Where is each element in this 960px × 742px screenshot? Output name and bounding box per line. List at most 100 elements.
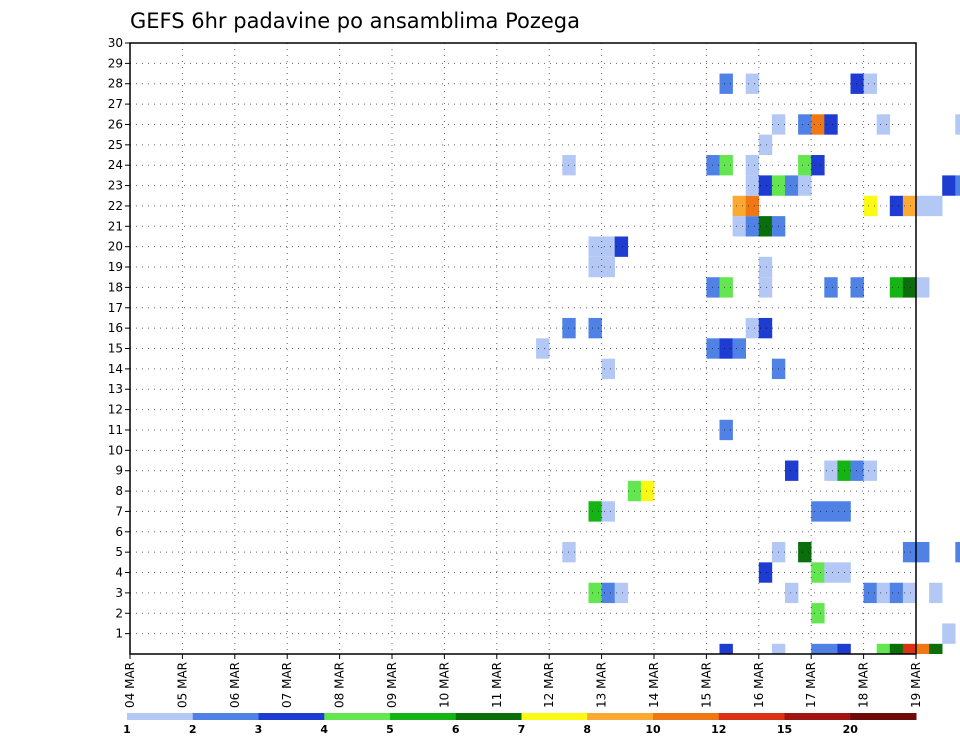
legend-swatch <box>718 713 785 720</box>
x-tick-label: 16 MAR <box>752 662 766 708</box>
heatmap-cell <box>902 195 917 217</box>
y-tick-label: 22 <box>108 199 123 213</box>
heatmap-cell <box>588 582 602 604</box>
y-tick-label: 11 <box>108 423 123 437</box>
heatmap-cell <box>824 460 838 481</box>
x-tick-label: 10 MAR <box>437 662 451 708</box>
heatmap-cell <box>588 256 602 278</box>
heatmap-cell <box>732 338 746 359</box>
x-tick-label: 15 MAR <box>699 662 713 708</box>
heatmap-cell <box>824 114 838 135</box>
heatmap-cell <box>745 195 760 217</box>
legend-label: 20 <box>843 723 859 736</box>
legend-swatch <box>324 713 391 720</box>
heatmap-cell <box>863 195 877 217</box>
y-tick-label: 9 <box>115 464 123 478</box>
heatmap-cell <box>614 582 629 604</box>
heatmap-cell <box>850 73 864 94</box>
legend-swatch <box>390 713 457 720</box>
x-tick-label: 09 MAR <box>385 662 399 708</box>
y-tick-label: 24 <box>108 158 123 172</box>
heatmap-cell <box>811 643 825 654</box>
heatmap-cell <box>785 460 799 481</box>
legend-label: 6 <box>452 723 460 736</box>
legend-label: 3 <box>255 723 263 736</box>
x-tick-label: 07 MAR <box>280 662 294 708</box>
heatmap-cell <box>758 562 773 583</box>
chart-title: GEFS 6hr padavine po ansamblima Pozega <box>130 9 580 33</box>
x-tick-label: 04 MAR <box>123 662 137 708</box>
heatmap-cell <box>889 277 904 298</box>
heatmap-cell <box>889 643 904 654</box>
heatmap-cell <box>601 358 615 380</box>
heatmap-cell <box>719 277 733 298</box>
legend-swatch <box>850 713 917 720</box>
heatmap-cell <box>758 277 773 298</box>
y-tick-label: 13 <box>108 382 123 396</box>
heatmap-cell <box>771 643 786 654</box>
heatmap-cell <box>588 317 602 339</box>
heatmap-cell <box>916 541 930 563</box>
heatmap-cell <box>536 338 550 359</box>
y-tick-label: 30 <box>108 36 123 50</box>
y-tick-label: 3 <box>115 586 123 600</box>
x-tick-label: 18 MAR <box>857 662 871 708</box>
heatmap-cell <box>785 582 799 604</box>
y-tick-label: 6 <box>115 525 123 539</box>
heatmap-cell <box>601 582 615 604</box>
heatmap-cell <box>758 317 773 339</box>
heatmap-cell <box>824 562 838 583</box>
heatmap-cell <box>902 541 917 563</box>
y-tick-label: 17 <box>108 301 123 315</box>
y-tick-label: 14 <box>108 362 123 376</box>
y-tick-label: 15 <box>108 342 123 356</box>
heatmap-cell <box>785 175 799 196</box>
y-tick-label: 8 <box>115 484 123 498</box>
y-tick-label: 5 <box>115 545 123 559</box>
heatmap-cell <box>732 195 746 217</box>
heatmap-cell <box>719 73 733 94</box>
heatmap-cell <box>902 643 917 654</box>
x-tick-label: 13 MAR <box>595 662 609 708</box>
heatmap-cell <box>719 419 733 441</box>
heatmap-cell <box>745 216 760 237</box>
color-legend: 1 2 3 4 5 6 7 8 10 12 15 20 <box>123 713 917 736</box>
heatmap-cell <box>758 134 773 156</box>
heatmap-cell <box>916 277 930 298</box>
heatmap-cell <box>745 73 760 94</box>
heatmap-cell <box>798 114 812 135</box>
heatmap-cell <box>955 114 960 135</box>
heatmap-cell <box>955 175 960 196</box>
legend-swatch <box>587 713 654 720</box>
legend-swatch <box>653 713 720 720</box>
heatmap-cell <box>929 643 943 654</box>
y-tick-label: 19 <box>108 260 123 274</box>
heatmap-cell <box>719 338 733 359</box>
heatmap-cell <box>863 582 877 604</box>
heatmap-cell <box>640 480 655 502</box>
heatmap-cell <box>719 155 733 176</box>
legend-label: 2 <box>189 723 197 736</box>
heatmap-cell <box>758 175 773 196</box>
heatmap-cell <box>916 643 930 654</box>
heatmap-cell <box>942 623 956 644</box>
heatmap-cell <box>889 582 904 604</box>
y-axis: 1234567891011121314151617181920212223242… <box>108 36 130 641</box>
legend-label: 8 <box>583 723 591 736</box>
legend-swatch <box>455 713 522 720</box>
heatmap-cell <box>863 73 877 94</box>
heatmap-cell <box>811 603 825 624</box>
y-tick-label: 1 <box>115 627 123 641</box>
y-tick-label: 25 <box>108 138 123 152</box>
y-tick-label: 12 <box>108 403 123 417</box>
x-tick-label: 12 MAR <box>542 662 556 708</box>
heatmap-cell <box>824 501 838 522</box>
legend-label: 4 <box>320 723 328 736</box>
heatmap-cell <box>601 501 615 522</box>
heatmap-cell <box>811 155 825 176</box>
legend-swatch <box>784 713 851 720</box>
heatmap-cell <box>745 155 760 176</box>
heatmap-cell <box>706 155 720 176</box>
y-tick-label: 7 <box>115 504 123 518</box>
heatmap-cell <box>824 277 838 298</box>
